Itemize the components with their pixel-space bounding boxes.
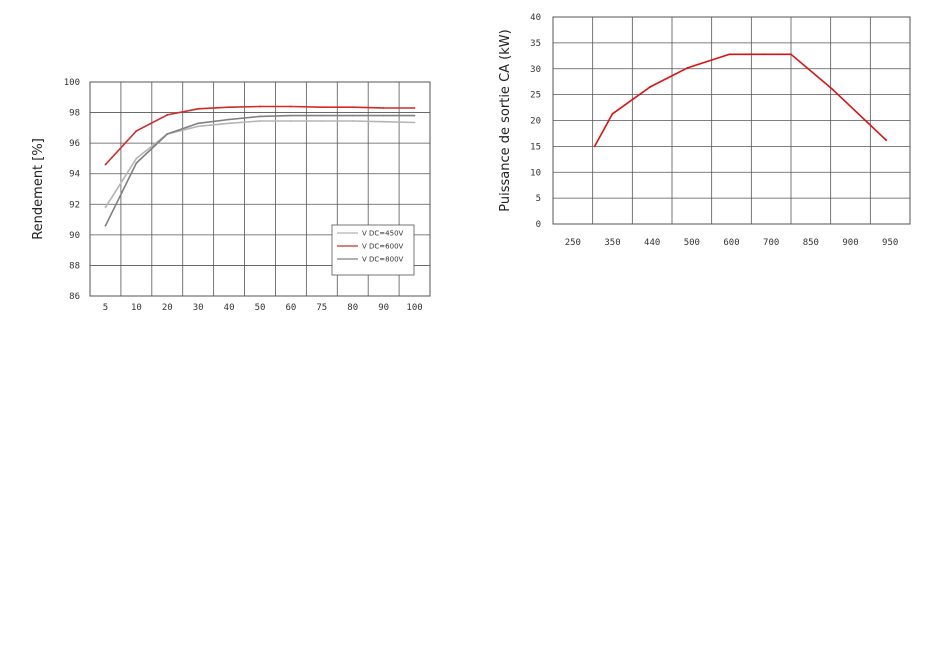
data-point <box>259 120 261 122</box>
data-point <box>320 114 323 117</box>
x-tick-label: 350 <box>604 238 620 248</box>
data-point <box>762 53 765 56</box>
data-point <box>686 66 689 69</box>
data-point <box>135 130 138 132</box>
x-tick-label: 500 <box>684 238 700 248</box>
data-point <box>831 88 834 91</box>
x-tick-label: 250 <box>565 238 581 248</box>
x-tick-label: 75 <box>316 303 327 313</box>
data-point <box>259 105 261 108</box>
data-point <box>104 163 107 166</box>
data-point <box>351 106 354 109</box>
y-tick-label: 15 <box>530 142 541 152</box>
data-point <box>649 85 652 88</box>
y-tick-label: 86 <box>69 292 80 302</box>
data-point <box>290 105 292 108</box>
data-point <box>885 139 888 142</box>
legend-entry: V DC=800V <box>362 256 404 264</box>
data-point <box>228 106 230 109</box>
x-tick-label: 700 <box>763 238 779 248</box>
data-point <box>611 112 614 115</box>
data-point <box>104 206 107 209</box>
data-point <box>166 113 169 116</box>
x-tick-label: 60 <box>285 303 296 313</box>
legend: V DC=450V V DC=600V V DC=800V <box>331 224 415 276</box>
x-tick-label: 30 <box>193 303 204 313</box>
y-tick-label: 0 <box>536 220 541 230</box>
data-point <box>135 157 138 160</box>
data-point <box>413 121 416 124</box>
x-tick-label: 600 <box>723 238 739 248</box>
data-point <box>593 145 596 148</box>
data-point <box>197 107 200 110</box>
plot-frame <box>89 81 431 297</box>
data-point <box>228 118 230 121</box>
y-tick-label: 96 <box>69 139 80 149</box>
data-point <box>104 224 107 227</box>
data-point <box>197 125 200 128</box>
y-tick-label: 30 <box>530 65 541 75</box>
y-tick-label: 92 <box>69 200 80 210</box>
data-point <box>259 115 261 118</box>
y-tick-label: 94 <box>69 170 80 180</box>
data-point <box>228 122 230 125</box>
x-tick-label: 90 <box>378 303 389 313</box>
data-point <box>382 120 385 123</box>
data-point <box>290 114 292 117</box>
data-point <box>166 133 169 135</box>
data-point <box>197 122 200 125</box>
data-point <box>351 120 354 122</box>
x-tick-label: 50 <box>255 303 266 313</box>
data-point <box>351 114 354 117</box>
y-axis-label: Puissance de sortie CA (kW) <box>498 29 513 211</box>
y-tick-label: 5 <box>536 194 541 204</box>
data-point <box>382 114 385 117</box>
plot-frame <box>552 16 911 225</box>
x-tick-label: 20 <box>162 303 173 313</box>
data-point <box>413 114 416 117</box>
y-axis-label: Rendement [%] <box>31 138 46 240</box>
x-tick-label: 40 <box>224 303 235 313</box>
series-line-0 <box>593 53 887 147</box>
x-tick-label: 950 <box>882 238 898 248</box>
y-tick-label: 20 <box>530 117 541 127</box>
y-tick-label: 98 <box>69 109 80 119</box>
y-tick-label: 90 <box>69 231 80 241</box>
legend-entry: V DC=600V <box>362 243 404 251</box>
efficiency-chart: 86 88 90 92 94 96 98 100 5 10 20 30 40 50 60 75 80 90 100 R… <box>31 78 431 313</box>
y-tick-label: 88 <box>69 261 80 271</box>
x-tick-label: 10 <box>131 303 142 313</box>
x-tick-label: 900 <box>842 238 858 248</box>
x-tick-label: 440 <box>644 238 660 248</box>
data-point <box>382 107 385 109</box>
data-point <box>728 53 731 56</box>
data-point <box>413 107 416 109</box>
data-point <box>320 106 323 109</box>
y-tick-label: 35 <box>530 39 541 49</box>
data-point <box>290 120 292 122</box>
y-tick-label: 40 <box>530 13 541 23</box>
x-tick-label: 5 <box>103 303 108 313</box>
data-point <box>135 162 138 164</box>
x-tick-label: 850 <box>803 238 819 248</box>
legend-entry: V DC=450V <box>362 230 404 238</box>
y-tick-label: 25 <box>530 91 541 101</box>
data-point <box>790 53 792 56</box>
x-tick-label: 100 <box>406 303 422 313</box>
power-chart: 0 5 10 15 20 25 30 35 40 250 350 440 500 600 700 850 900… <box>498 13 911 248</box>
y-tick-label: 10 <box>530 168 541 178</box>
y-tick-label: 100 <box>64 78 80 88</box>
x-tick-label: 80 <box>347 303 358 313</box>
data-point <box>320 120 323 122</box>
